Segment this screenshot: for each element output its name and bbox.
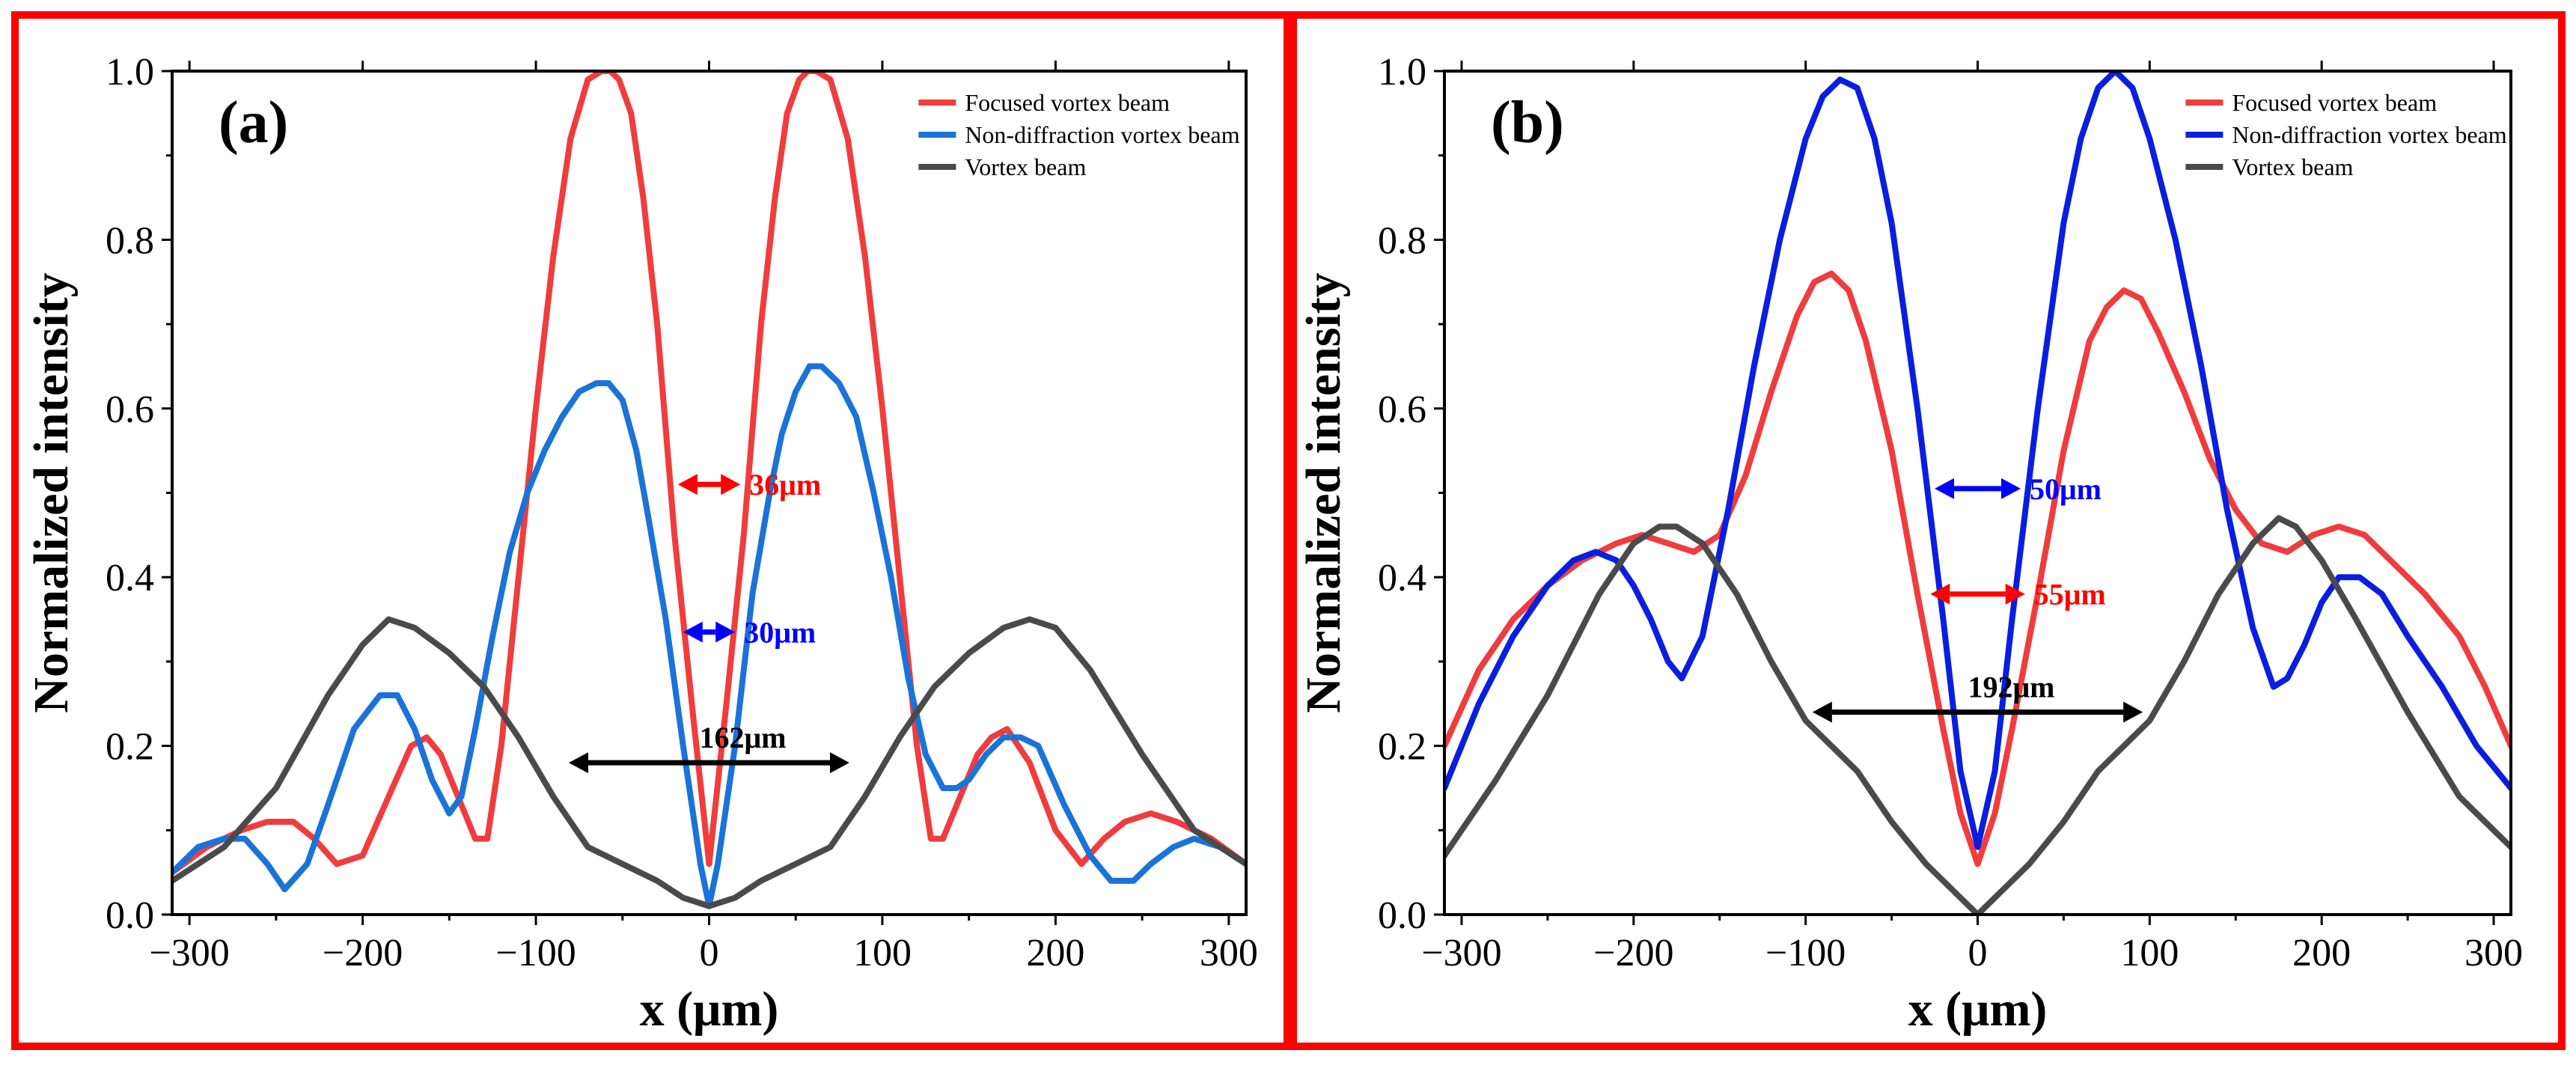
x-tick-label: 300 [2464, 932, 2523, 974]
x-axis-label: x (μm) [640, 982, 779, 1037]
x-tick-label: −300 [1421, 932, 1501, 974]
annotation-label: 30μm [744, 615, 816, 649]
series-group [1444, 71, 2511, 915]
annotation-label: 192μm [1968, 671, 2055, 704]
x-axis-label: x (μm) [1908, 982, 2048, 1037]
legend: Focused vortex beam Non-diffraction vorte… [918, 89, 1240, 180]
x-tick-label: −200 [323, 932, 403, 974]
annotation-label: 55μm [2034, 578, 2106, 611]
y-tick-label: 0.8 [106, 219, 154, 262]
legend-label-focused-vortex-beam: Focused vortex beam [2232, 89, 2437, 116]
y-tick-label: 0.0 [1378, 894, 1426, 937]
annotation-label: 162μm [700, 721, 787, 754]
x-tick-label: 100 [853, 932, 912, 974]
y-tick-label: 0.2 [106, 726, 154, 769]
annotation-arrowhead-left [569, 752, 589, 774]
series-group [172, 71, 1246, 909]
panel-a: −300 −200 −100 0 100 200 300 0.0 0.2 0.4 0.6 0.8 1.0… [24, 51, 1258, 1037]
legend: Focused vortex beam Non-diffraction vorte… [2185, 89, 2507, 180]
panel-b-border [1289, 11, 2566, 1050]
legend-label-vortex-beam: Vortex beam [965, 153, 1086, 180]
x-tick-label: 0 [700, 932, 719, 974]
panel-b: −300 −200 −100 0 100 200 300 0.0 0.2 0.4 0.6 0.8 1.0… [1296, 51, 2523, 1037]
y-axis-label: Normalized intensity [24, 272, 79, 712]
panel-label: (a) [219, 90, 288, 156]
width-annotation: 36μm [677, 468, 821, 501]
x-tick-label: 100 [2120, 932, 2179, 974]
x-tick-label: 0 [1968, 932, 1988, 974]
x-tick-label: −300 [149, 932, 229, 974]
annotation-arrowhead-left [683, 621, 703, 643]
annotation-arrowhead-left [1812, 701, 1832, 723]
annotation-arrowhead-right [2005, 583, 2025, 605]
x-tick-label: −200 [1593, 932, 1673, 974]
y-tick-label: 0.2 [1378, 726, 1426, 769]
x-tick-label: −100 [1765, 932, 1846, 974]
panel-a-border [11, 11, 1291, 1050]
annotation-label: 50μm [2030, 472, 2102, 506]
annotation-arrowhead-right [829, 752, 849, 774]
width-annotation: 55μm [1930, 578, 2106, 611]
annotation-arrowhead-right [2123, 701, 2143, 723]
y-tick-label: 0.4 [1378, 557, 1426, 599]
y-tick-label: 1.0 [106, 51, 154, 94]
legend-label-focused-vortex-beam: Focused vortex beam [965, 89, 1170, 116]
series-line-focused-vortex-beam [1444, 270, 2511, 867]
x-tick-label: −100 [495, 932, 576, 974]
width-annotation: 162μm [569, 721, 849, 774]
annotation-arrowhead-right [715, 621, 736, 643]
annotation-arrowhead-left [1935, 477, 1955, 499]
annotation-arrowhead-right [721, 474, 741, 495]
y-tick-label: 0.6 [106, 388, 154, 431]
legend-label-non-diffraction-vortex-beam: Non-diffraction vortex beam [965, 121, 1239, 148]
width-annotation: 30μm [683, 615, 816, 649]
width-annotation: 50μm [1935, 472, 2102, 506]
x-tick-label: 200 [2292, 932, 2351, 974]
y-tick-label: 1.0 [1378, 51, 1426, 94]
series-line-non-diffraction-vortex-beam [1444, 71, 2511, 850]
y-tick-label: 0.0 [106, 894, 154, 937]
y-axis-label: Normalized intensity [1296, 272, 1351, 712]
annotation-label: 36μm [749, 468, 821, 501]
y-tick-label: 0.8 [1378, 219, 1426, 262]
x-tick-label: 200 [1026, 932, 1084, 974]
legend-label-non-diffraction-vortex-beam: Non-diffraction vortex beam [2232, 121, 2506, 148]
annotation-arrowhead-right [2000, 477, 2021, 499]
x-tick-label: 300 [1200, 932, 1258, 974]
annotation-arrowhead-left [677, 474, 698, 495]
y-tick-label: 0.6 [1378, 388, 1426, 431]
series-line-vortex-beam [172, 616, 1246, 909]
width-annotation: 192μm [1812, 671, 2143, 723]
panel-label: (b) [1491, 90, 1564, 156]
series-line-vortex-beam [1444, 515, 2511, 915]
legend-label-vortex-beam: Vortex beam [2232, 153, 2353, 180]
annotation-arrowhead-left [1930, 583, 1950, 605]
y-tick-label: 0.4 [106, 557, 154, 599]
